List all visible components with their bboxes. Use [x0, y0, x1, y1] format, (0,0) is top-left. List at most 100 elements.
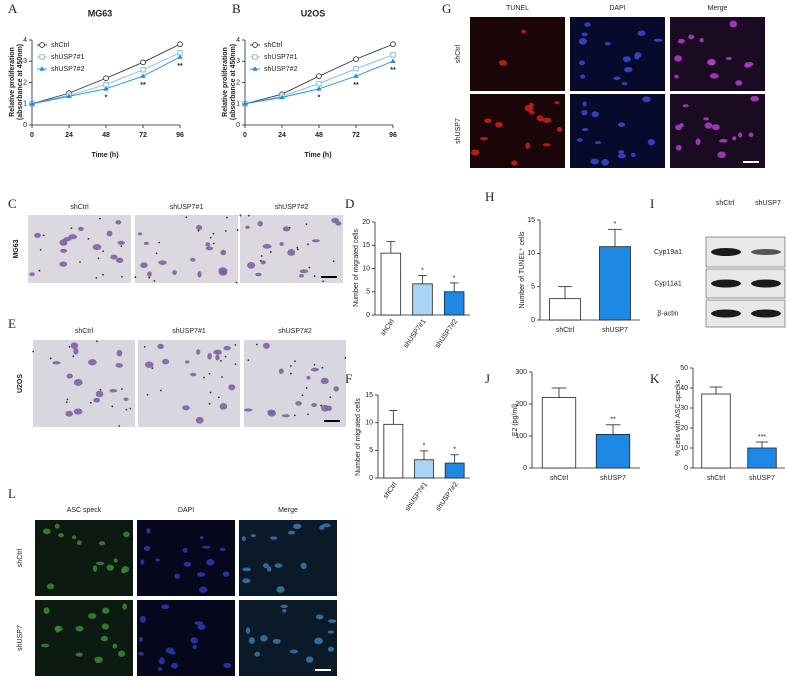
speck	[224, 230, 227, 232]
micrograph	[239, 520, 337, 596]
cell	[138, 637, 144, 642]
cell	[282, 226, 291, 232]
speck	[321, 366, 324, 369]
speck	[329, 396, 332, 399]
marker	[103, 86, 109, 91]
cell	[70, 342, 79, 350]
cell	[219, 547, 226, 552]
significance: *	[105, 95, 108, 102]
x-tick-label: 24	[65, 132, 73, 139]
x-tick-label: 0	[30, 132, 34, 139]
speck	[247, 359, 250, 362]
panel-letter: I	[650, 196, 654, 211]
speck	[79, 260, 81, 263]
cell	[197, 271, 202, 278]
cell	[95, 561, 105, 565]
speck	[98, 217, 101, 220]
cell	[677, 38, 685, 44]
cell	[524, 104, 534, 112]
marker	[140, 73, 146, 78]
x-tick-label: 72	[352, 132, 360, 139]
column-label: shCtrl	[70, 204, 89, 211]
marker	[316, 73, 322, 79]
y-tick-label: 1	[236, 101, 240, 108]
cell	[480, 137, 488, 141]
cell	[321, 404, 329, 412]
y-axis-label: Relative proliferation	[9, 47, 16, 117]
speck	[289, 365, 292, 367]
x-tick-label: 96	[389, 132, 397, 139]
speck	[247, 214, 250, 217]
speck	[143, 345, 146, 348]
speck	[70, 227, 73, 230]
panel-letter: D	[345, 196, 354, 211]
cell	[578, 38, 588, 45]
cell	[170, 662, 179, 669]
cell	[279, 242, 284, 246]
cell	[320, 377, 329, 385]
cell	[158, 657, 165, 665]
blot-band	[711, 279, 741, 288]
speck	[217, 396, 220, 399]
speck	[239, 214, 242, 217]
marker	[39, 54, 45, 60]
cell	[262, 342, 270, 349]
blot-column-label: shCtrl	[716, 200, 735, 207]
cell	[688, 34, 695, 40]
cell	[59, 261, 68, 267]
cell	[140, 262, 148, 269]
cell	[576, 138, 583, 142]
cell	[68, 234, 78, 240]
chart-title: U2OS	[301, 8, 326, 18]
cell	[165, 647, 175, 654]
marker	[252, 66, 258, 71]
x-tick-label: shUSP7	[749, 475, 775, 482]
cell	[711, 124, 720, 131]
column-label: shUSP7#1	[170, 204, 204, 211]
panel-letter: J	[485, 371, 490, 386]
significance: *	[318, 95, 321, 102]
blot-row-label: Cyp19a1	[654, 249, 682, 256]
cell	[123, 397, 129, 402]
panel-letter: C	[8, 196, 17, 211]
cell	[315, 614, 324, 620]
cell	[617, 153, 627, 159]
column-label: shCtrl	[75, 328, 94, 335]
significance: *	[423, 443, 426, 450]
cell	[110, 254, 118, 260]
cell	[65, 410, 73, 417]
y-tick-label: 4	[23, 37, 27, 44]
significance: **	[140, 82, 146, 89]
bar	[595, 433, 631, 469]
significance: *	[614, 221, 617, 228]
cell	[642, 96, 651, 103]
cell	[94, 656, 103, 664]
speck	[153, 279, 156, 282]
cell	[182, 405, 190, 411]
y-axis-label: Number of migrated cells	[353, 229, 360, 307]
cell	[624, 66, 633, 73]
speck	[42, 234, 45, 237]
cell	[245, 627, 251, 635]
cell	[274, 563, 283, 568]
marker	[252, 42, 258, 48]
cell	[260, 260, 266, 265]
blot-band	[751, 249, 781, 255]
cell	[75, 625, 84, 632]
cell	[43, 607, 50, 614]
bar	[444, 462, 465, 479]
cell	[470, 149, 480, 156]
y-axis-label: E2 (pg/ml)	[512, 404, 519, 436]
speck	[208, 402, 211, 405]
speck	[313, 275, 316, 277]
row-label: U2OS	[17, 374, 24, 393]
cell	[144, 361, 154, 368]
cell	[581, 128, 589, 132]
cell	[738, 132, 743, 138]
cell	[205, 242, 211, 247]
speck	[220, 359, 222, 362]
cell	[248, 637, 255, 644]
marker	[252, 54, 258, 60]
marker	[390, 52, 396, 58]
speck	[289, 372, 292, 375]
